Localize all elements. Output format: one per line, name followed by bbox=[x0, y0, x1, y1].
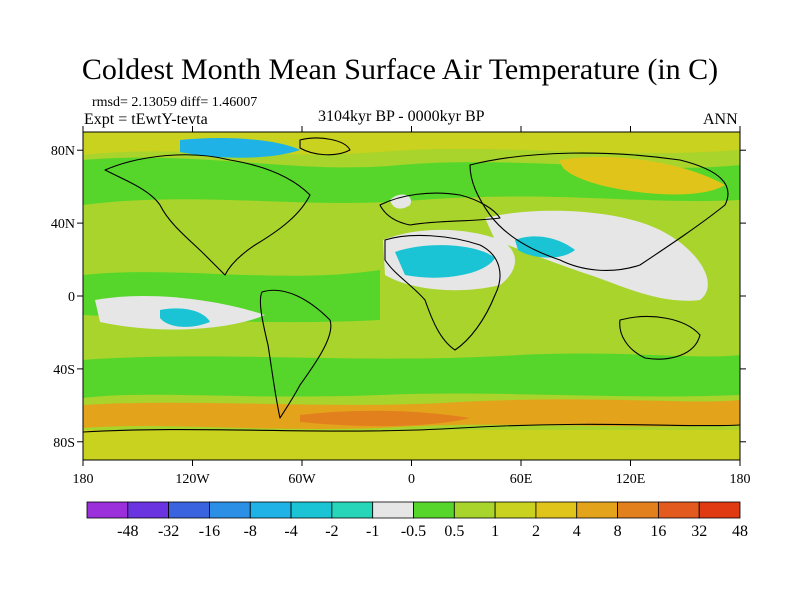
colorbar-label: -4 bbox=[284, 523, 297, 540]
anomaly-region-pacific-cool bbox=[160, 308, 210, 327]
longitude-tick-label: 60W bbox=[288, 472, 316, 487]
longitude-axis: 180 120W 60W 0 60E 120E 180 bbox=[73, 126, 751, 487]
longitude-tick-label: 180 bbox=[73, 472, 94, 487]
period-label: 3104kyr BP - 0000kyr BP bbox=[318, 108, 485, 125]
latitude-tick-label: 0 bbox=[68, 290, 75, 305]
colorbar-swatch bbox=[494, 501, 537, 519]
colorbar-swatch bbox=[168, 501, 210, 519]
longitude-tick-label: 120W bbox=[175, 472, 210, 487]
longitude-tick-label: 60E bbox=[510, 472, 533, 487]
colorbar-swatch bbox=[127, 501, 170, 519]
colorbar-label: -2 bbox=[325, 523, 338, 540]
australia-outline bbox=[619, 315, 701, 360]
longitude-tick-label: 180 bbox=[730, 472, 751, 487]
anomaly-field bbox=[83, 132, 740, 460]
colorbar-swatch bbox=[249, 501, 292, 519]
colorbar-swatch bbox=[698, 501, 741, 519]
colorbar-label: 8 bbox=[614, 523, 622, 540]
colorbar-swatch bbox=[657, 501, 700, 519]
colorbar-label: -0.5 bbox=[401, 523, 426, 540]
south-america-outline bbox=[259, 289, 332, 419]
colorbar-label: -1 bbox=[366, 523, 379, 540]
colorbar-swatch bbox=[413, 501, 455, 519]
anomaly-region-sahara-core bbox=[395, 245, 495, 278]
colorbar-label: 32 bbox=[691, 523, 707, 540]
colorbar-label: 4 bbox=[573, 523, 581, 540]
colorbar-swatch bbox=[209, 501, 251, 519]
anomaly-region-arctic-cool bbox=[180, 138, 300, 158]
colorbar-swatch bbox=[331, 501, 374, 519]
greenland-outline bbox=[299, 137, 351, 156]
colorbar-label: 16 bbox=[650, 523, 666, 540]
latitude-tick-label: 80S bbox=[53, 436, 75, 451]
coastlines bbox=[83, 137, 740, 433]
colorbar-swatch bbox=[535, 501, 578, 519]
colorbar-label: 1 bbox=[491, 523, 499, 540]
colorbar-swatch bbox=[372, 501, 414, 519]
anomaly-region-europe bbox=[390, 194, 411, 209]
anomaly-region-weddell bbox=[300, 410, 470, 427]
experiment-line: Expt = tEwtY-tevta bbox=[84, 111, 208, 128]
stats-line: rmsd= 2.13059 diff= 1.46007 bbox=[92, 95, 258, 110]
colorbar-label: -16 bbox=[199, 523, 220, 540]
colorbar-label: 48 bbox=[732, 523, 748, 540]
colorbar-label: 0.5 bbox=[444, 523, 464, 540]
africa-outline bbox=[384, 234, 501, 351]
asia-outline bbox=[469, 152, 729, 271]
colorbar-swatch bbox=[453, 501, 496, 519]
latitude-axis: 80N 40N 0 40S 80S bbox=[51, 144, 746, 451]
north-america-outline bbox=[104, 154, 311, 276]
anomaly-region-antarctica bbox=[83, 430, 740, 460]
colorbar-label: -48 bbox=[117, 523, 138, 540]
colorbar-label: -32 bbox=[158, 523, 179, 540]
latitude-tick-label: 40S bbox=[53, 363, 75, 378]
colorbar-label: 2 bbox=[532, 523, 540, 540]
colorbar-swatch bbox=[617, 501, 659, 519]
chart-title: Coldest Month Mean Surface Air Temperatu… bbox=[81, 53, 719, 86]
antarctica-outline bbox=[83, 423, 740, 433]
anomaly-region-southern-ocean bbox=[83, 353, 740, 398]
longitude-tick-label: 0 bbox=[408, 472, 415, 487]
anomaly-region-india bbox=[515, 236, 575, 258]
colorbar-swatch bbox=[290, 501, 333, 519]
latitude-tick-label: 80N bbox=[51, 144, 75, 159]
colorbar-label: -8 bbox=[244, 523, 257, 540]
latitude-tick-label: 40N bbox=[51, 217, 75, 232]
colorbar-swatch bbox=[576, 501, 618, 519]
longitude-tick-label: 120E bbox=[616, 472, 646, 487]
season-label: ANN bbox=[703, 111, 738, 128]
colorbar-swatch bbox=[86, 501, 129, 519]
anomaly-region-asia bbox=[485, 210, 708, 301]
anomaly-region-siberia bbox=[560, 156, 725, 195]
colorbar: -48 -32 -16 -8 -4 -2 -1 -0.5 0.5 1 2 4 8 16 32 48 bbox=[86, 501, 748, 540]
europe-outline bbox=[379, 192, 501, 226]
